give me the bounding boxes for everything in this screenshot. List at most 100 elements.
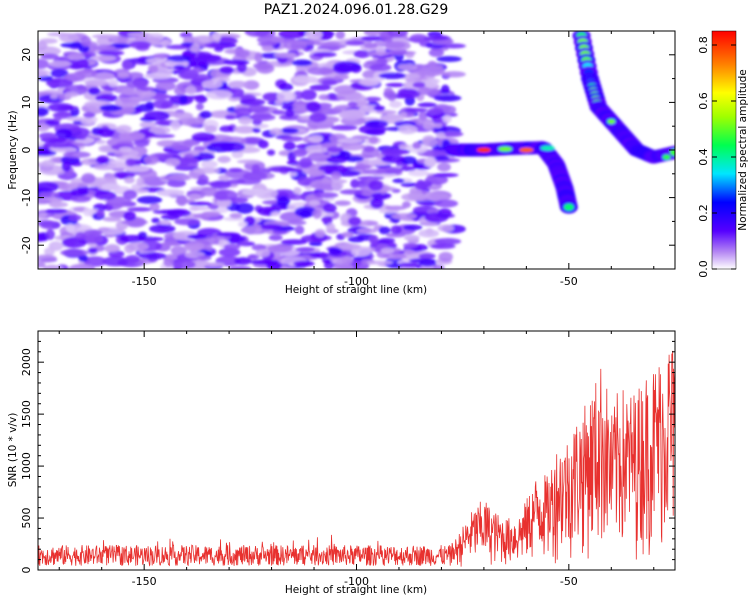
heatmap-noise-blob [371,192,392,200]
y-tick-label: 20 [20,48,33,62]
heatmap-noise-blob [97,127,115,138]
heatmap-noise-blob [205,89,233,100]
heatmap-noise-blob [48,142,74,148]
heatmap-noise-blob [365,128,386,136]
heatmap-noise-blob [387,31,408,38]
heatmap-noise-blob [234,107,253,116]
heatmap-noise-blob [330,171,342,181]
heatmap-noise-blob [414,181,428,191]
heatmap-noise-blob [437,208,452,218]
heatmap-noise-blob [300,89,317,101]
heatmap-noise-blob [218,248,241,257]
snr-axes: -150 -100 -50 0 500 1000 1500 2000 [20,330,675,588]
heatmap-noise-blob [156,189,185,197]
heatmap-noise-blob [379,237,395,244]
heatmap-noise-blob [262,92,279,102]
heatmap-noise-blob [391,212,417,220]
snr-ylabel: SNR (10 * v/v) [7,413,19,488]
heatmap-noise-blob [38,212,48,218]
heatmap-noise-blob [106,196,132,208]
heatmap-noise-blob [251,244,267,251]
heatmap [38,31,675,269]
heatmap-noise-blob [70,188,89,197]
heatmap-noise-blob [138,231,148,239]
heatmap-noise-blob [291,59,313,67]
heatmap-noise-blob [191,67,205,73]
heatmap-noise-blob [121,88,143,95]
y-tick-label: 500 [20,508,33,529]
heatmap-noise-blob [293,75,319,84]
heatmap-noise-blob [38,191,59,199]
heatmap-noise-blob [38,132,57,140]
heatmap-noise-blob [83,256,107,267]
heatmap-noise-blob [165,158,181,167]
heatmap-noise-blob [402,201,411,209]
y-tick-label: 2000 [20,348,33,376]
heatmap-noise-blob [424,77,439,89]
colorbar-tick-label: 0.0 [697,260,710,278]
heatmap-noise-blob [333,263,354,269]
heatmap-noise-blob [243,80,260,90]
heatmap-noise-blob [294,206,318,218]
heatmap-noise-blob [380,148,404,157]
heatmap-noise-blob [48,201,69,208]
heatmap-noise-blob [125,254,140,264]
heatmap-noise-blob [242,171,268,181]
heatmap-noise-blob [46,78,74,88]
heatmap-noise-blob [312,208,322,220]
signal-track-descending-core [670,148,675,156]
y-tick-label: 1000 [20,452,33,480]
heatmap-noise-blob [223,216,246,221]
heatmap-noise-blob [347,236,365,243]
heatmap-noise-blob [438,251,453,262]
heatmap-noise-blob [239,98,266,106]
heatmap-noise-blob [402,242,418,249]
heatmap-noise-blob [122,189,138,200]
heatmap-noise-blob [356,228,378,234]
heatmap-noise-blob [138,236,164,242]
heatmap-noise-blob [197,174,209,185]
heatmap-noise-blob [294,225,305,235]
heatmap-noise-blob [38,261,46,268]
x-tick-label: -100 [344,575,369,588]
heatmap-noise-blob [196,54,222,63]
spectrogram-xlabel: Height of straight line (km) [285,284,427,296]
heatmap-noise-blob [152,99,174,110]
heatmap-noise-blob [199,110,212,119]
heatmap-noise-blob [356,176,385,181]
signal-hotspot [476,147,491,153]
heatmap-noise-blob [304,31,323,40]
heatmap-noise-blob [293,187,302,195]
heatmap-noise-blob [38,254,57,263]
heatmap-noise-blob [39,164,67,176]
heatmap-noise-blob [38,75,53,82]
heatmap-noise-blob [326,146,344,153]
heatmap-noise-blob [81,173,96,184]
heatmap-noise-blob [172,260,196,269]
y-tick-label: 1500 [20,400,33,428]
heatmap-noise-blob [399,144,411,150]
heatmap-noise-blob [106,162,131,169]
colorbar-tick-label: 0.6 [697,92,710,110]
heatmap-noise-blob [160,241,180,246]
heatmap-noise-blob [419,259,437,267]
heatmap-noise-blob [404,96,416,106]
heatmap-noise-blob [40,53,59,60]
spectrogram-panel: -150 -100 -50 20 10 0 -10 -20 Height of straigh… [7,30,676,296]
heatmap-noise-blob [309,241,323,247]
heatmap-noise-blob [149,202,160,212]
heatmap-noise-blob [167,55,192,62]
signal-hotspot [607,118,616,124]
heatmap-noise-blob [44,247,55,256]
heatmap-noise-blob [155,81,176,91]
heatmap-noise-blob [242,225,262,235]
heatmap-noise-blob [83,112,96,118]
x-tick-label: -50 [560,275,578,288]
heatmap-noise-blob [309,251,330,259]
heatmap-noise-blob [117,72,130,78]
heatmap-noise-blob [219,125,235,133]
heatmap-noise-blob [302,167,320,175]
heatmap-noise-blob [76,68,98,78]
heatmap-noise-blob [279,83,294,92]
heatmap-noise-blob [134,139,150,147]
